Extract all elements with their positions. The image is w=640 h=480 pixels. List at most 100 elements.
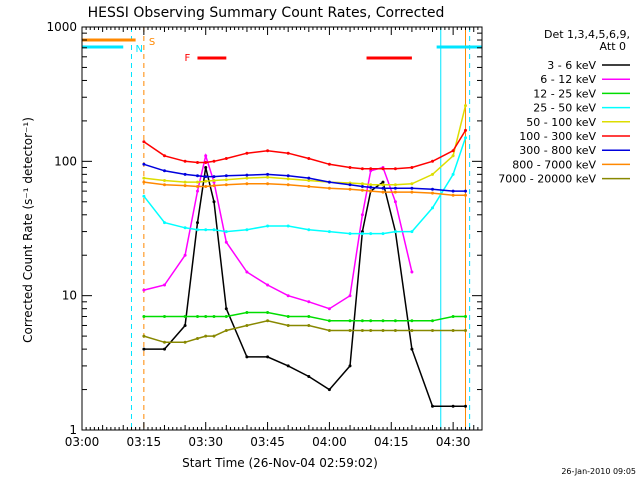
series-6-point-19 — [431, 159, 434, 163]
series-3-point-3 — [183, 315, 187, 318]
series-5-point-1 — [142, 176, 146, 180]
series-6-point-10 — [286, 151, 290, 155]
series-1-point-11 — [307, 375, 311, 378]
series-line-9 — [143, 320, 466, 344]
series-6-point-18 — [410, 166, 414, 169]
series-4-point-10 — [286, 224, 290, 228]
series-2-point-8 — [245, 270, 249, 274]
series-2-point-2 — [163, 283, 166, 287]
x-tick-label: 03:00 — [65, 435, 100, 449]
series-3-point-1 — [142, 315, 146, 318]
series-8-point-3 — [183, 184, 187, 188]
series-6-point-17 — [393, 167, 397, 171]
legend-label-5: 50 - 100 keV — [526, 116, 596, 129]
series-6-point-14 — [360, 167, 364, 171]
series-3-point-11 — [307, 315, 311, 318]
series-9-point-5 — [204, 334, 208, 338]
legend-subheader: Att 0 — [600, 40, 626, 53]
series-8-point-6 — [212, 184, 216, 188]
x-tick-label: 03:30 — [188, 435, 223, 449]
series-5-point-7 — [224, 178, 228, 182]
series-8-point-17 — [393, 190, 397, 194]
series-9-point-21 — [464, 329, 467, 332]
series-7-point-19 — [431, 187, 434, 191]
series-3-point-18 — [410, 319, 414, 323]
series-4-point-9 — [266, 224, 270, 228]
series-7-point-15 — [369, 185, 373, 189]
series-4-point-4 — [196, 228, 199, 232]
series-4-point-13 — [348, 232, 352, 236]
series-2-point-9 — [266, 283, 270, 287]
series-2-point-10 — [286, 294, 290, 298]
series-1-point-3 — [183, 324, 187, 327]
series-5-point-6 — [212, 179, 216, 182]
series-7-point-5 — [204, 175, 208, 179]
series-9-point-4 — [196, 337, 199, 340]
series-6-point-8 — [245, 151, 249, 155]
series-6-point-6 — [212, 159, 216, 163]
series-line-2 — [143, 152, 413, 310]
series-1-point-7 — [224, 307, 228, 311]
series-4-point-2 — [163, 221, 166, 225]
legend-label-8: 800 - 7000 keV — [512, 158, 596, 171]
series-5-point-5 — [204, 179, 208, 183]
series-8-point-18 — [410, 190, 414, 194]
series-8-point-12 — [327, 186, 331, 190]
series-8-point-9 — [266, 182, 270, 186]
series-8-point-1 — [142, 180, 146, 184]
series-3-point-7 — [224, 315, 228, 318]
series-7-point-18 — [410, 186, 414, 190]
series-7-point-10 — [286, 174, 290, 178]
x-axis: 03:00 03:15 03:30 03:45 04:00 04:15 04:30 — [65, 27, 483, 449]
series-9-point-20 — [451, 329, 455, 332]
series-7-point-13 — [348, 183, 352, 187]
series-2-point-11 — [307, 300, 311, 304]
series-8-point-13 — [348, 187, 352, 191]
series-2-point-7 — [224, 240, 228, 244]
series-7-point-1 — [142, 162, 146, 166]
x-tick-label: 03:15 — [127, 435, 162, 449]
series-5-point-21 — [464, 104, 467, 108]
series-6-point-11 — [307, 157, 311, 160]
series-3-point-16 — [381, 319, 385, 323]
footer-date: 26-Jan-2010 09:05 — [561, 467, 636, 476]
series-line-6 — [143, 130, 467, 170]
s-marker-label: S — [149, 37, 155, 48]
legend-label-1: 3 - 6 keV — [547, 59, 596, 72]
series-3-point-6 — [212, 315, 216, 318]
series-3-point-8 — [245, 311, 249, 314]
series-5-point-2 — [163, 179, 166, 182]
x-tick-label: 04:00 — [312, 435, 347, 449]
series-4-point-11 — [307, 228, 311, 232]
series-8-point-7 — [224, 183, 228, 187]
series-7-point-9 — [266, 172, 270, 176]
series-4-point-8 — [245, 228, 249, 232]
series-7-point-3 — [183, 172, 187, 176]
series-4-point-6 — [212, 228, 216, 232]
series-1-point-6 — [212, 200, 216, 204]
series-2-point-5 — [204, 154, 208, 158]
series-5-point-9 — [266, 175, 270, 179]
series-7-point-7 — [224, 174, 228, 178]
series-line-5 — [143, 105, 467, 186]
series-1-point-19 — [431, 404, 434, 408]
series-9-point-14 — [360, 329, 364, 332]
series-7-point-4 — [196, 174, 199, 178]
series-3-point-15 — [369, 319, 373, 323]
series-7-point-17 — [393, 186, 397, 190]
y-tick-label: 10 — [62, 289, 77, 303]
series-2-point-17 — [393, 200, 397, 204]
series-4-point-18 — [410, 230, 414, 234]
series-4-point-5 — [204, 228, 208, 232]
series-1-point-9 — [266, 355, 270, 359]
series-9-point-2 — [163, 340, 166, 344]
plot-area: SN F — [82, 27, 482, 430]
series-5-point-18 — [410, 182, 414, 186]
series-9-point-16 — [381, 329, 385, 332]
series-4-point-16 — [381, 232, 385, 236]
series-6-point-20 — [451, 149, 455, 153]
series-5-point-16 — [381, 183, 385, 187]
series-5-point-10 — [286, 177, 290, 181]
series-6-point-9 — [266, 149, 270, 153]
